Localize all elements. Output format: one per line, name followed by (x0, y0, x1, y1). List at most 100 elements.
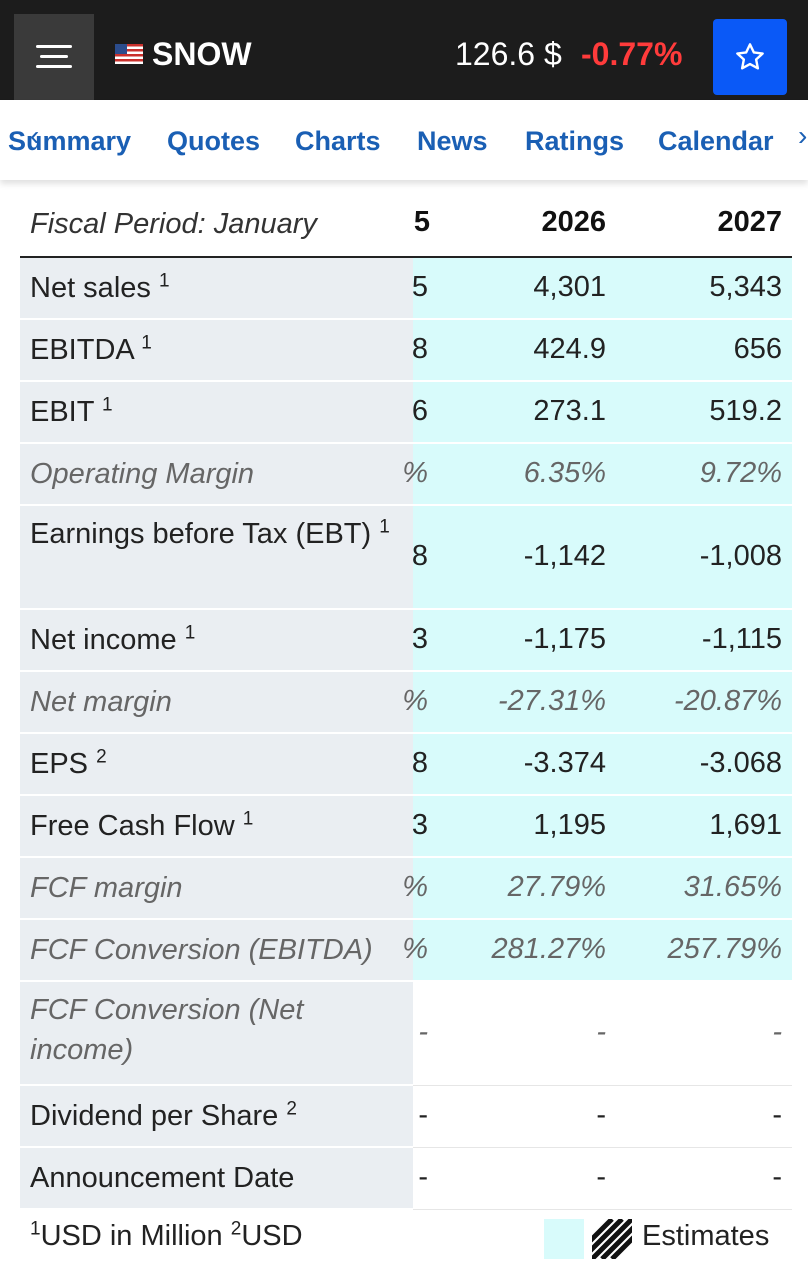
footnote-mark: 1 (158, 270, 170, 292)
row-label-cell: Dividend per Share 2 (20, 1086, 413, 1148)
star-icon (736, 43, 764, 70)
table-row: Net sales 1 5 4,301 5,343 (20, 258, 792, 320)
chevron-right-icon[interactable]: › (798, 120, 808, 151)
row-label: FCF Conversion (EBITDA) (30, 930, 373, 970)
estimate-cell-bg (413, 610, 792, 672)
row-label-text: Operating Margin (30, 458, 255, 490)
estimate-cell-bg (413, 320, 792, 382)
table-row: Earnings before Tax (EBT) 1 8 -1,142 -1,008 (20, 506, 792, 610)
row-label-text: Net sales (30, 272, 151, 304)
value-cell: 656 (733, 333, 782, 365)
value-cell: - (596, 1161, 606, 1193)
tab-calendar[interactable]: Calendar (658, 126, 774, 156)
value-cell: -1,142 (523, 540, 606, 572)
tab-quotes[interactable]: Quotes (167, 126, 261, 156)
estimate-cell-bg (413, 672, 792, 734)
row-label-text: EBITDA (30, 334, 134, 366)
estimate-cell-bg (413, 796, 792, 858)
value-cell: -1,175 (523, 623, 606, 655)
value-cell: 9.72% (699, 457, 782, 489)
row-label: EPS 2 (30, 744, 107, 784)
row-label-text: Announcement Date (30, 1162, 295, 1194)
value-cell: 5 (411, 271, 428, 303)
menu-button[interactable] (14, 14, 94, 100)
footnote-mark: 1 (141, 332, 152, 354)
row-label-cell: EPS 2 (20, 734, 413, 796)
value-cell: % (402, 871, 428, 903)
value-cell: -1,115 (701, 623, 782, 655)
value-cell: 6.35% (523, 457, 606, 489)
footnote-mark: 2 (96, 746, 107, 768)
row-label-cell: Earnings before Tax (EBT) 1 (20, 506, 413, 610)
value-cell: 519.2 (709, 395, 782, 427)
estimate-cell-bg (413, 858, 792, 920)
value-cell: -27.31% (497, 685, 606, 717)
table-row: Free Cash Flow 1 3 1,195 1,691 (20, 796, 792, 858)
value-cell: 273.1 (533, 395, 606, 427)
tab-ratings[interactable]: Ratings (525, 126, 625, 156)
tab-news[interactable]: News (417, 126, 488, 156)
footnote-2: USD (241, 1220, 303, 1252)
footnote-mark: 1 (102, 394, 113, 416)
value-cell: % (402, 685, 428, 717)
table-row: FCF Conversion (Net income) - - - (20, 982, 792, 1086)
table-row: EBIT 1 6 273.1 519.2 (20, 382, 792, 444)
nav-tabs: ‹ Summary Quotes Charts News Ratings Cal… (0, 100, 808, 180)
table-row: Operating Margin% 6.35% 9.72% (20, 444, 792, 506)
value-cell: 3 (411, 623, 428, 655)
column-header: 2027 (717, 206, 782, 238)
tab-summary[interactable]: Summary (8, 126, 132, 156)
table-row: FCF Conversion (EBITDA)% 281.27% 257.79% (20, 920, 792, 982)
ticker-symbol: SNOW (152, 36, 252, 72)
value-cell: - (418, 1161, 428, 1193)
fiscal-period-label: Fiscal Period: January (30, 208, 317, 240)
value-cell: 27.79% (507, 871, 606, 903)
value-cell: - (772, 1016, 782, 1048)
row-label-cell: Net income 1 (20, 610, 413, 672)
value-cell: 8 (411, 747, 428, 779)
value-cell: % (402, 933, 428, 965)
row-label: Announcement Date (30, 1158, 294, 1198)
row-label: Earnings before Tax (EBT) 1 (30, 514, 402, 554)
row-label: FCF Conversion (Net income) (30, 990, 402, 1070)
column-header: 5 (413, 206, 430, 238)
chevron-left-icon[interactable]: ‹ (30, 120, 40, 151)
hamburger-icon (36, 45, 72, 69)
value-cell-bg (413, 1086, 792, 1148)
stock-price: 126.6 $ (455, 36, 562, 72)
footnotes: 1USD in Million 2USD (30, 1219, 303, 1253)
value-cell: 281.27% (491, 933, 607, 965)
value-cell: - (596, 1016, 606, 1048)
value-cell: 424.9 (533, 333, 606, 365)
value-cell: -3.374 (523, 747, 606, 779)
row-label-text: EPS (30, 748, 89, 780)
value-cell: 6 (411, 395, 428, 427)
row-label: Free Cash Flow 1 (30, 806, 253, 846)
estimate-cell-bg (413, 258, 792, 320)
value-cell: 257.79% (667, 933, 783, 965)
row-label-cell: FCF Conversion (EBITDA) (20, 920, 413, 982)
row-label-cell: Net sales 1 (20, 258, 413, 320)
row-label-text: FCF margin (30, 872, 183, 904)
tab-charts[interactable]: Charts (295, 126, 381, 156)
row-label-text: FCF Conversion (EBITDA) (30, 934, 373, 966)
row-label: FCF margin (30, 868, 183, 908)
value-cell: 31.65% (683, 871, 782, 903)
row-label-text: Net income (30, 624, 177, 656)
value-cell-bg (413, 982, 792, 1086)
row-label: EBIT 1 (30, 392, 113, 432)
row-label-text: Earnings before Tax (EBT) (30, 518, 372, 550)
value-cell: - (772, 1161, 782, 1193)
value-cell: 8 (411, 333, 428, 365)
estimate-legend-swatch (544, 1219, 584, 1259)
row-label: Operating Margin (30, 454, 254, 494)
value-cell: - (772, 1099, 782, 1131)
value-cell: - (418, 1016, 428, 1048)
value-cell: 1,691 (709, 809, 782, 841)
footnote-mark: 1 (379, 516, 390, 538)
row-label: EBITDA 1 (30, 330, 152, 370)
table-row: EPS 2 8 -3.374 -3.068 (20, 734, 792, 796)
legend-label: Estimates (642, 1220, 770, 1252)
favorite-button[interactable] (713, 19, 787, 95)
row-label-cell: FCF Conversion (Net income) (20, 982, 413, 1086)
